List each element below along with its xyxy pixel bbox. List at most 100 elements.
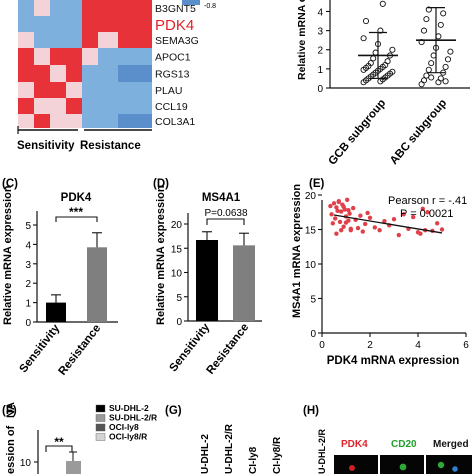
panel-b-point: [435, 79, 442, 86]
panel-b-y-tick-label: 4: [317, 7, 323, 18]
panel-h-cell-green: [399, 463, 407, 471]
panel-b-point: [444, 56, 452, 63]
panel-c-bars: [46, 232, 107, 322]
panel-b-y-tick-label: 0: [317, 84, 323, 95]
panel-b-point: [425, 66, 432, 73]
panel-e-point: [341, 224, 346, 229]
heatmap-cell: [66, 82, 82, 98]
heatmap-cell: [18, 65, 34, 82]
panel-e-point: [372, 225, 377, 230]
panel-b-point: [423, 16, 430, 23]
heatmap-cell: [66, 16, 82, 32]
panel-h-channel-pdk4: PDK4: [341, 439, 368, 450]
heatmap-cell: [118, 0, 152, 16]
panel-b-point: [428, 60, 435, 67]
group-label-sensitivity: Sensitivity: [17, 140, 75, 152]
panel-f-significance-bracket: [45, 445, 73, 452]
panel-c-significance-bracket: [55, 216, 98, 222]
panel-f-legend-label: SU-DHL-2/R: [109, 413, 157, 423]
heatmap-cell: [118, 48, 152, 65]
panel-e-point: [336, 199, 341, 205]
panel-g-letter: (G): [165, 405, 182, 417]
panel-g-blot-labels: (G) U-DHL-2 U-DHL-2/R CI-ly8 CI-ly8/R: [165, 405, 283, 474]
panel-b-point: [437, 21, 444, 28]
panel-e-x-tick-label: 2: [367, 340, 373, 351]
panel-b-point: [425, 6, 432, 13]
heatmap-cell: [82, 82, 98, 98]
panel-c-y-tick-label: 0: [25, 318, 31, 329]
heatmap-cell: [98, 82, 118, 98]
heatmap-gene-label: PLAU: [155, 85, 182, 97]
panel-e-p-value: P = 0.0021: [400, 208, 453, 220]
panel-e-y-ticks: 0 5 10 15 20: [305, 191, 322, 340]
panel-d-bar-chart: (D) MS4A1 0 5 10 15 20 Relative mRNA express…: [153, 178, 262, 377]
panel-b-point: [379, 0, 386, 7]
panel-h-letter: (H): [303, 405, 319, 417]
panel-d-y-tick-label: 0: [176, 317, 182, 328]
panel-e-point: [358, 213, 363, 218]
panel-f-legend-label: OCI-ly8: [109, 422, 139, 432]
panel-b-points: [360, 0, 454, 88]
heatmap-cell: [50, 16, 66, 32]
panel-c-y-tick-label: 1: [25, 299, 31, 310]
panel-b-point: [418, 81, 425, 88]
panel-e-point: [345, 197, 350, 203]
panel-c-y-tick-label: 5: [25, 221, 31, 232]
heatmap-cell: [66, 98, 82, 114]
panel-e-point: [351, 205, 356, 211]
heatmap-cell: [66, 0, 82, 16]
panel-f-legend-label: SU-DHL-2: [109, 403, 149, 413]
heatmap-cell: [118, 16, 152, 32]
heatmap-gene-label: CCL19: [155, 101, 188, 113]
panel-b-y-label: Relative mRNA exp: [296, 0, 308, 80]
heatmap-cell: [82, 65, 98, 82]
panel-f-bar-su-dhl-2-r: [66, 461, 81, 474]
panel-f-significance: **: [54, 435, 64, 449]
panel-b-y-tick-label: 2: [317, 46, 323, 57]
heatmap-cells: [18, 0, 152, 128]
panel-d-y-tick-label: 20: [171, 220, 183, 231]
panel-h-channel-cd20: CD20: [391, 439, 417, 450]
panel-e-point: [382, 219, 387, 224]
panel-e-point: [355, 225, 361, 231]
panel-e-point: [420, 206, 425, 211]
panel-e-point: [334, 231, 339, 236]
panel-h-image-pdk4: [334, 455, 378, 474]
panel-b-point: [440, 10, 447, 17]
panel-e-point: [425, 210, 430, 215]
panel-e-x-tick-label: 6: [463, 340, 469, 351]
panel-c-title: PDK4: [61, 192, 92, 204]
heatmap-cell: [118, 32, 152, 48]
heatmap-cell: [18, 16, 34, 32]
panel-e-point: [360, 229, 365, 234]
panel-e-point: [343, 220, 349, 225]
heatmap-cell: [18, 0, 34, 16]
panel-f-legend-swatch: [95, 414, 106, 422]
panel-e-pearson: Pearson r = -.41: [388, 195, 467, 207]
heatmap-cell: [82, 16, 98, 32]
color-scale-bar: [182, 0, 200, 5]
panel-c-category-resistance: Resistance: [57, 322, 104, 377]
panel-b-point: [370, 55, 377, 62]
heatmap-cell: [66, 65, 82, 82]
heatmap-cell: [66, 48, 82, 65]
panel-g-lane-1: U-DHL-2: [200, 434, 211, 474]
panel-b-y-tick-label: 3: [317, 27, 323, 38]
panel-h-cell-merged-2: [452, 466, 458, 472]
heatmap-cell: [66, 114, 82, 128]
panel-e-point: [341, 204, 346, 209]
panel-b-mean-sd: [358, 7, 456, 80]
panel-e-trend-line: [333, 214, 443, 234]
panel-e-y-tick-label: 15: [305, 226, 317, 237]
panel-d-bar: [196, 240, 218, 321]
heatmap-cell: [118, 98, 152, 114]
heatmap-cell: [50, 32, 66, 48]
panel-e-y-label: MS4A1 mRNA expression: [291, 184, 303, 318]
heatmap-gene-label: PDK4: [155, 17, 194, 34]
heatmap-cell: [50, 48, 66, 65]
heatmap-cell: [50, 114, 66, 128]
group-label-resistance: Resistance: [80, 140, 141, 152]
panel-f-y-tick-label: 10: [20, 458, 32, 469]
